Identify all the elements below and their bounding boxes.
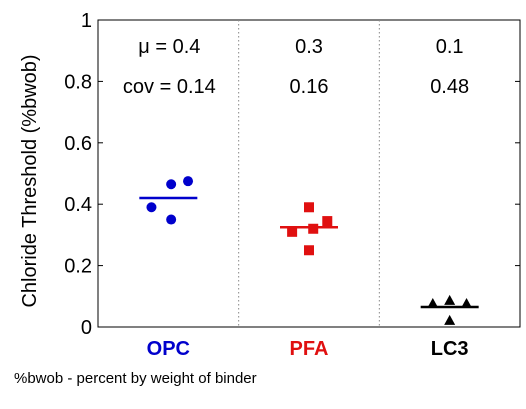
- data-point: [183, 176, 194, 187]
- x-axis: OPC PFA LC3: [147, 338, 469, 360]
- y-tick-label: 0.2: [64, 256, 92, 278]
- data-point: [166, 179, 177, 190]
- data-point: [427, 297, 439, 308]
- data-point: [304, 202, 314, 213]
- data-point: [322, 216, 333, 227]
- category-label: LC3: [431, 338, 469, 360]
- group-separators: [238, 20, 380, 327]
- mu-annotation: 0.3: [295, 36, 323, 58]
- data-point: [444, 294, 456, 305]
- y-axis: 0 0.2 0.4 0.6 0.8 1: [64, 10, 520, 339]
- y-tick-label: 1: [81, 10, 92, 32]
- category-label: PFA: [290, 338, 329, 360]
- cov-annotation: cov = 0.14: [123, 76, 216, 98]
- category-label: OPC: [147, 338, 190, 360]
- data-points: [146, 176, 473, 325]
- annotations: μ = 0.4 cov = 0.14 0.3 0.16 0.1 0.48: [123, 36, 469, 98]
- data-point: [444, 314, 456, 325]
- footnote: %bwob - percent by weight of binder: [14, 370, 257, 387]
- y-tick-label: 0.4: [64, 194, 92, 216]
- data-point: [308, 223, 319, 234]
- y-tick-label: 0.8: [64, 71, 92, 93]
- cov-annotation: 0.16: [290, 76, 329, 98]
- data-point: [461, 297, 473, 308]
- data-point: [304, 245, 314, 256]
- data-point: [166, 214, 177, 225]
- mu-annotation: μ = 0.4: [138, 36, 200, 58]
- cov-annotation: 0.48: [430, 76, 469, 98]
- plot-border: [97, 19, 521, 328]
- data-point: [287, 226, 298, 237]
- y-tick-label: 0.6: [64, 133, 92, 155]
- y-axis-label: Chloride Threshold (%bwob): [19, 54, 41, 307]
- mu-annotation: 0.1: [436, 36, 464, 58]
- plot-area: [97, 19, 521, 328]
- y-tick-label: 0: [81, 317, 92, 339]
- data-point: [146, 202, 157, 213]
